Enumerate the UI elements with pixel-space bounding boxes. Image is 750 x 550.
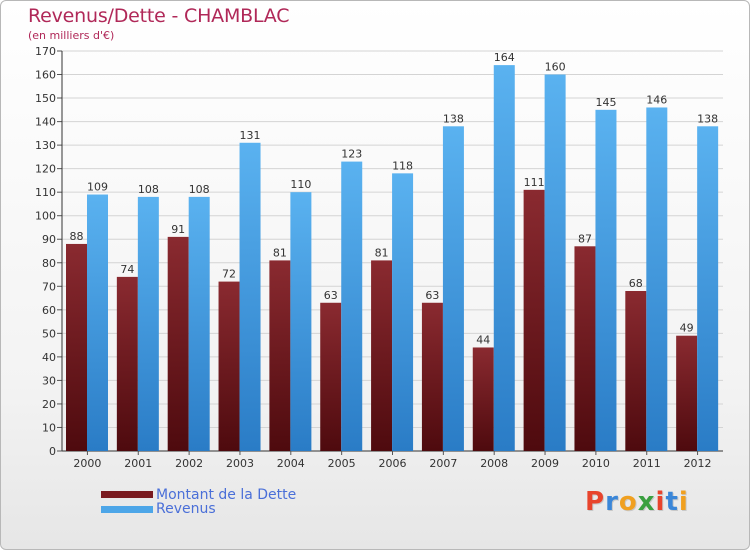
bar-dette: [574, 246, 596, 451]
data-label: 44: [476, 333, 490, 346]
x-tick-label: 2002: [175, 457, 203, 470]
x-tick-label: 2006: [379, 457, 407, 470]
bar-dette: [676, 335, 698, 451]
bar-dette: [523, 189, 545, 451]
proxiti-logo: Proxiti: [585, 487, 689, 517]
y-tick-label: 160: [35, 69, 56, 82]
bar-dette: [320, 302, 342, 451]
data-label: 111: [524, 176, 545, 189]
y-tick-label: 70: [42, 280, 56, 293]
bar-dette: [269, 260, 291, 451]
data-label: 110: [290, 178, 311, 191]
y-tick-label: 130: [35, 139, 56, 152]
data-label: 108: [189, 183, 210, 196]
data-label: 81: [273, 246, 287, 259]
y-tick-label: 120: [35, 163, 56, 176]
y-tick-label: 20: [42, 398, 56, 411]
legend-label-dette: Montant de la Dette: [156, 487, 297, 503]
y-tick-label: 30: [42, 374, 56, 387]
legend-swatch-revenus: [101, 506, 153, 513]
x-tick-label: 2003: [226, 457, 254, 470]
x-tick-label: 2004: [277, 457, 305, 470]
y-tick-label: 60: [42, 304, 56, 317]
logo-letter: x: [637, 487, 656, 517]
data-label: 74: [120, 263, 134, 276]
data-label: 138: [443, 112, 464, 125]
y-tick-label: 150: [35, 92, 56, 105]
y-tick-label: 80: [42, 257, 56, 270]
y-tick-label: 90: [42, 233, 56, 246]
y-tick-label: 100: [35, 210, 56, 223]
logo-letter: t: [665, 487, 679, 517]
bar-revenus: [87, 194, 108, 451]
data-label: 108: [138, 183, 159, 196]
bar-revenus: [341, 161, 363, 451]
legend-label-revenus: Revenus: [156, 501, 216, 517]
bar-revenus: [290, 192, 312, 452]
bar-dette: [66, 243, 87, 451]
data-label: 63: [425, 289, 439, 302]
bar-dette: [421, 302, 443, 451]
chart-title: Revenus/Dette - CHAMBLAC: [28, 5, 290, 27]
data-label: 81: [375, 246, 389, 259]
data-label: 63: [324, 289, 338, 302]
x-tick-label: 2005: [328, 457, 356, 470]
bar-revenus: [646, 107, 668, 452]
y-tick-label: 140: [35, 116, 56, 129]
bar-dette: [116, 276, 138, 451]
data-label: 88: [70, 230, 84, 243]
bar-dette: [625, 291, 647, 451]
bar-revenus: [595, 109, 617, 451]
legend-swatch-dette: [101, 491, 153, 498]
x-tick-label: 2008: [480, 457, 508, 470]
bar-revenus: [188, 196, 210, 451]
data-label: 118: [392, 159, 413, 172]
y-tick-label: 0: [49, 445, 56, 458]
y-tick-label: 110: [35, 186, 56, 199]
bar-dette: [167, 236, 189, 451]
bar-dette: [371, 260, 393, 451]
data-label: 68: [629, 277, 643, 290]
x-tick-label: 2000: [73, 457, 101, 470]
y-tick-label: 10: [42, 421, 56, 434]
logo-letter: i: [655, 487, 666, 517]
x-tick-label: 2001: [124, 457, 152, 470]
x-tick-label: 2007: [429, 457, 457, 470]
data-label: 72: [222, 268, 236, 281]
data-label: 160: [545, 61, 566, 74]
y-tick-label: 50: [42, 327, 56, 340]
x-tick-label: 2011: [633, 457, 661, 470]
bar-revenus: [239, 142, 261, 451]
bar-revenus: [493, 65, 515, 451]
bar-revenus: [137, 196, 159, 451]
data-label: 109: [87, 181, 108, 194]
y-tick-label: 40: [42, 351, 56, 364]
data-label: 146: [646, 93, 667, 106]
data-label: 123: [341, 148, 362, 161]
x-tick-label: 2010: [582, 457, 610, 470]
logo-letter: P: [585, 487, 606, 517]
bar-revenus: [697, 126, 719, 451]
logo-letter: r: [605, 487, 619, 517]
data-label: 131: [240, 129, 261, 142]
bar-revenus: [544, 74, 566, 451]
data-label: 145: [595, 96, 616, 109]
x-tick-label: 2012: [684, 457, 712, 470]
data-label: 91: [171, 223, 185, 236]
y-tick-label: 170: [35, 45, 56, 58]
data-label: 49: [680, 322, 694, 335]
bar-dette: [218, 281, 240, 451]
data-label: 164: [494, 51, 515, 64]
x-tick-label: 2009: [531, 457, 559, 470]
logo-letter: o: [618, 487, 638, 517]
bar-revenus: [392, 173, 414, 451]
chart-subtitle: (en milliers d'€): [28, 29, 115, 42]
data-label: 138: [697, 112, 718, 125]
logo-letter: i: [678, 487, 689, 517]
data-label: 87: [578, 232, 592, 245]
bar-dette: [472, 347, 494, 451]
bar-revenus: [442, 126, 464, 451]
